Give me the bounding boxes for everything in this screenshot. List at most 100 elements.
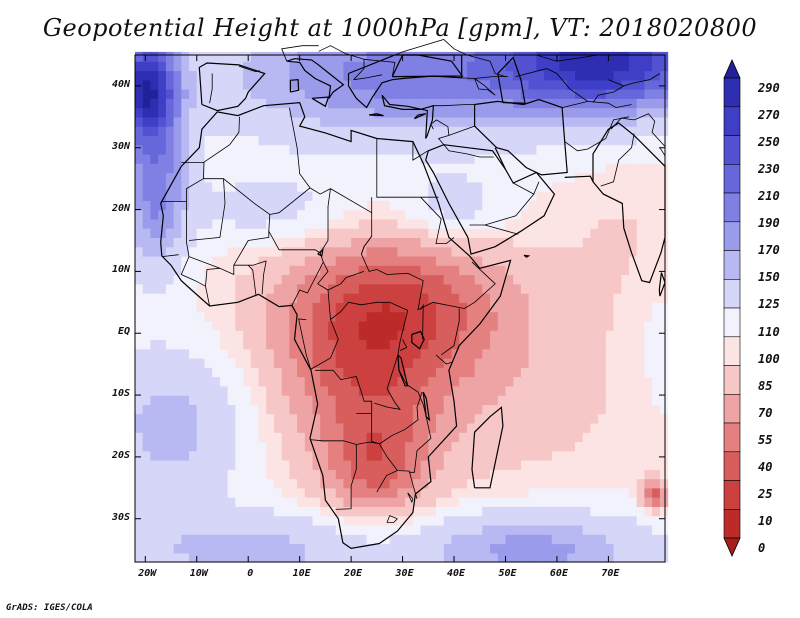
- field-cell: [351, 293, 360, 303]
- field-cell: [575, 172, 584, 183]
- field-cell: [328, 172, 337, 183]
- field-cell: [374, 330, 383, 340]
- field-cell: [598, 534, 607, 545]
- field-cell: [320, 515, 329, 526]
- field-cell: [181, 385, 190, 396]
- field-cell: [436, 274, 445, 285]
- country-border: [435, 354, 452, 365]
- field-cell: [212, 413, 221, 424]
- field-cell: [150, 181, 159, 192]
- field-cell: [196, 413, 205, 424]
- field-cell: [204, 311, 213, 322]
- field-cell: [158, 478, 167, 489]
- field-cell: [397, 358, 406, 368]
- field-cell: [613, 79, 622, 90]
- field-cell: [382, 200, 391, 211]
- field-cell: [551, 181, 561, 192]
- field-cell: [219, 274, 229, 285]
- field-cell: [328, 98, 337, 109]
- field-cell: [297, 293, 306, 303]
- field-cell: [428, 228, 437, 238]
- field-cell: [135, 79, 144, 90]
- field-cell: [451, 358, 460, 368]
- field-cell: [158, 181, 167, 192]
- field-cell: [235, 450, 244, 461]
- field-cell: [605, 228, 615, 238]
- field-cell: [520, 181, 530, 192]
- field-cell: [575, 469, 584, 480]
- field-cell: [451, 283, 460, 294]
- field-cell: [297, 51, 306, 62]
- field-cell: [528, 487, 537, 498]
- field-cell: [544, 506, 553, 517]
- field-cell: [250, 172, 260, 183]
- field-cell: [235, 153, 244, 164]
- field-cell: [142, 552, 151, 563]
- field-cell: [567, 51, 576, 62]
- field-cell: [629, 283, 638, 294]
- field-cell: [389, 126, 398, 136]
- field-cell: [582, 153, 591, 164]
- country-border: [315, 369, 373, 415]
- field-cell: [551, 441, 561, 452]
- field-cell: [559, 506, 568, 517]
- field-cell: [343, 478, 352, 489]
- field-cell: [405, 218, 414, 229]
- field-cell: [297, 144, 306, 155]
- field-cell: [343, 506, 352, 517]
- field-cell: [528, 172, 537, 183]
- field-cell: [328, 404, 337, 415]
- field-cell: [605, 191, 615, 201]
- field-cell: [474, 358, 483, 368]
- field-cell: [629, 218, 638, 229]
- field-cell: [358, 98, 368, 109]
- field-cell: [312, 70, 321, 81]
- field-cell: [173, 181, 182, 192]
- field-cell: [142, 506, 151, 517]
- field-cell: [266, 255, 275, 266]
- field-cell: [659, 153, 669, 164]
- field-cell: [289, 385, 298, 396]
- field-cell: [420, 543, 429, 554]
- field-cell: [212, 163, 221, 174]
- field-cell: [366, 181, 375, 192]
- field-cell: [312, 61, 321, 72]
- field-cell: [289, 61, 298, 72]
- lat-tick-label: 30N: [111, 140, 130, 152]
- field-cell: [644, 237, 653, 248]
- field-cell: [497, 552, 507, 563]
- field-cell: [289, 255, 298, 266]
- field-cell: [235, 497, 244, 507]
- field-cell: [613, 339, 622, 350]
- field-cell: [621, 98, 630, 109]
- field-cell: [575, 116, 584, 127]
- field-cell: [250, 515, 260, 526]
- field-cell: [382, 432, 391, 443]
- field-cell: [505, 487, 514, 498]
- field-cell: [297, 487, 306, 498]
- field-cell: [196, 265, 205, 276]
- field-cell: [297, 218, 306, 229]
- field-cell: [536, 265, 545, 276]
- field-cell: [636, 441, 645, 452]
- field-cell: [219, 163, 229, 174]
- field-cell: [459, 126, 468, 136]
- field-cell: [520, 191, 530, 201]
- field-cell: [605, 339, 615, 350]
- field-cell: [513, 376, 522, 387]
- field-cell: [598, 478, 607, 489]
- field-cell: [227, 395, 236, 405]
- field-cell: [328, 144, 337, 155]
- field-cell: [567, 311, 576, 322]
- field-cell: [366, 61, 375, 72]
- field-cell: [636, 311, 645, 322]
- colorbar-box: [723, 365, 741, 395]
- field-cell: [374, 61, 383, 72]
- field-cell: [173, 255, 182, 266]
- field-cell: [397, 478, 406, 489]
- field-cell: [227, 265, 236, 276]
- field-cell: [335, 293, 344, 303]
- field-cell: [212, 302, 221, 313]
- field-cell: [304, 413, 314, 424]
- field-cell: [181, 524, 190, 535]
